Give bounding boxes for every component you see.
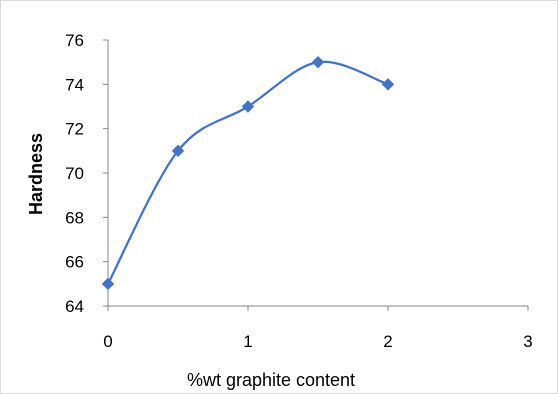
series-line: [106, 60, 390, 285]
x-tick-label: 3: [523, 332, 532, 351]
data-point-marker: [171, 144, 185, 158]
x-tick-group: 0 1 2 3: [103, 306, 533, 351]
y-tick-label: 64: [65, 297, 84, 316]
y-axis-title: Hardness: [26, 133, 46, 215]
data-point-marker: [311, 55, 325, 69]
y-tick-label: 70: [65, 164, 84, 183]
x-axis-title: %wt graphite content: [187, 370, 355, 390]
y-tick-label: 74: [65, 75, 84, 94]
x-tick-label: 0: [103, 332, 112, 351]
data-point-marker: [101, 277, 115, 291]
x-tick-label: 1: [243, 332, 252, 351]
y-tick-label: 72: [65, 120, 84, 139]
y-tick-label: 68: [65, 208, 84, 227]
data-point-marker: [241, 100, 255, 113]
y-tick-label: 76: [65, 31, 84, 50]
y-tick-group: 64 66 68 70 72 74 76: [65, 31, 108, 316]
data-point-marker: [381, 78, 395, 91]
x-tick-label: 2: [383, 332, 392, 351]
series-group: [101, 55, 395, 291]
y-tick-label: 66: [65, 253, 84, 272]
